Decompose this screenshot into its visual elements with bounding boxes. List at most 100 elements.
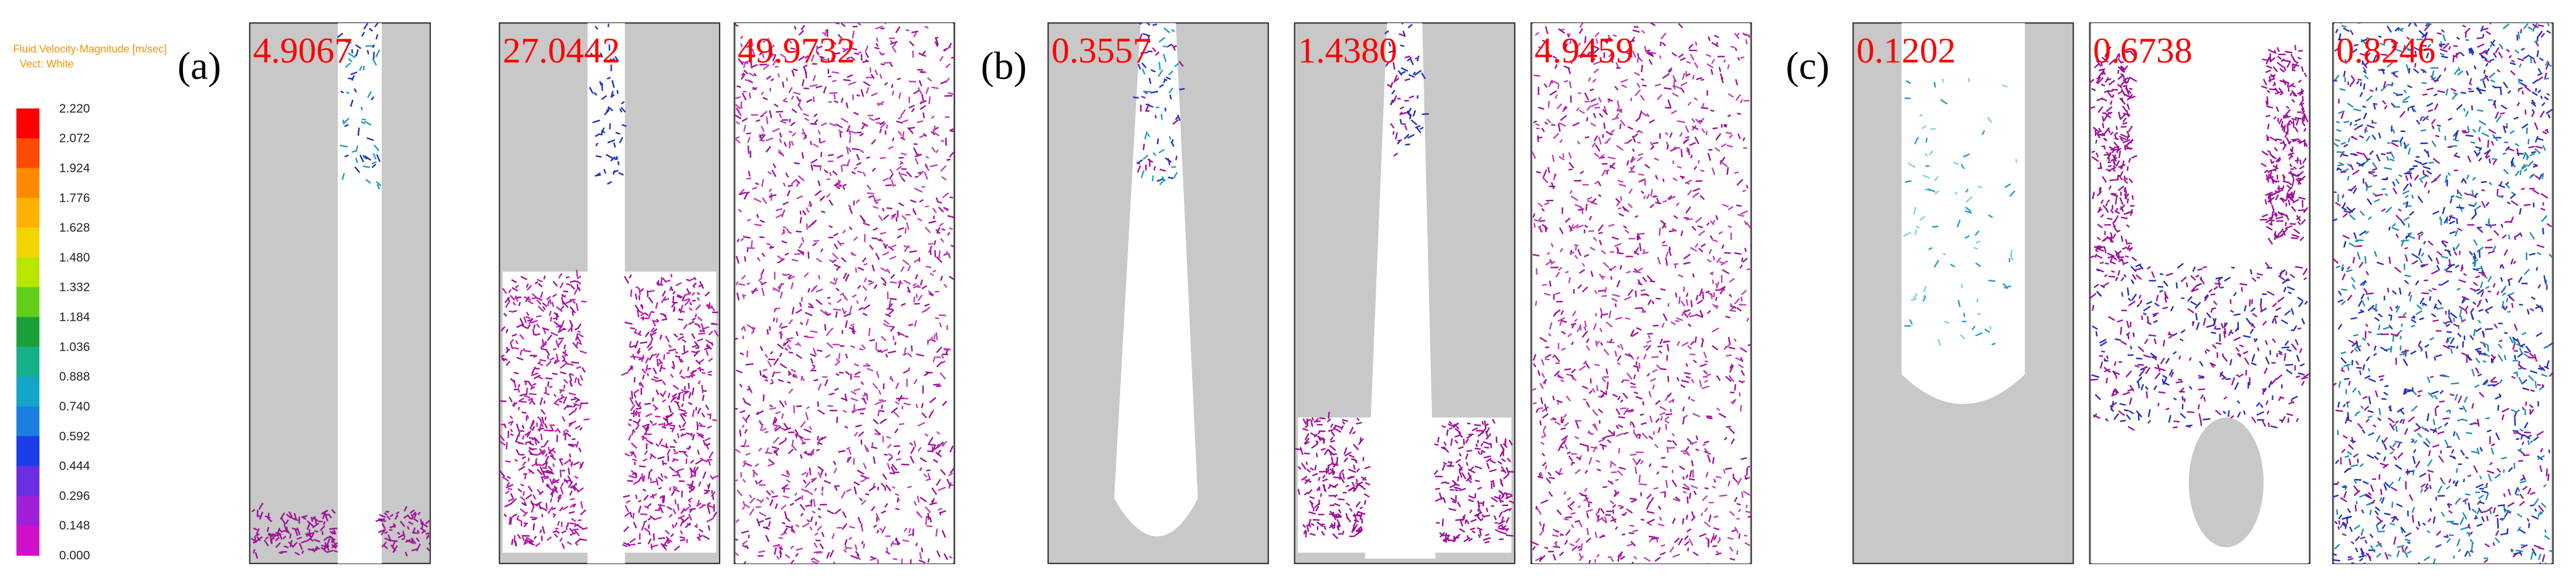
vector bbox=[1641, 29, 1645, 34]
vector bbox=[921, 308, 928, 314]
vector bbox=[555, 339, 560, 348]
vector bbox=[1680, 300, 1686, 307]
vector bbox=[635, 494, 638, 500]
vector bbox=[1152, 152, 1157, 157]
vector bbox=[1404, 125, 1408, 131]
vector bbox=[1631, 561, 1634, 563]
vector bbox=[863, 463, 867, 470]
vector bbox=[813, 113, 818, 117]
vector bbox=[838, 129, 843, 134]
vector bbox=[831, 252, 839, 260]
vector bbox=[888, 37, 895, 39]
vector bbox=[883, 214, 890, 220]
vector bbox=[555, 354, 559, 361]
vector bbox=[2124, 193, 2130, 199]
vector bbox=[636, 418, 641, 425]
vector bbox=[1622, 392, 1628, 399]
vector bbox=[742, 478, 746, 483]
vector bbox=[1660, 491, 1665, 494]
vector bbox=[1410, 59, 1414, 66]
vector bbox=[1583, 326, 1587, 331]
vector bbox=[2108, 185, 2112, 190]
vector bbox=[552, 281, 558, 287]
vector bbox=[572, 503, 576, 508]
vector bbox=[1655, 83, 1661, 87]
vector bbox=[884, 23, 887, 25]
vector bbox=[1553, 294, 1555, 300]
vector bbox=[701, 323, 705, 331]
vector bbox=[841, 47, 847, 51]
vector bbox=[452, 523, 456, 526]
vector bbox=[1477, 504, 1481, 512]
vector bbox=[1712, 220, 1716, 224]
vector bbox=[1669, 132, 1673, 138]
vector bbox=[1409, 114, 1412, 120]
vector bbox=[1702, 443, 1706, 446]
vector bbox=[1691, 515, 1696, 521]
field bbox=[1114, 23, 1198, 537]
vector bbox=[796, 179, 801, 184]
vector bbox=[2119, 171, 2124, 178]
vector bbox=[821, 210, 826, 213]
vector bbox=[1598, 289, 1606, 293]
vector bbox=[839, 131, 841, 138]
vector bbox=[1740, 369, 1745, 376]
vector bbox=[531, 372, 539, 376]
vector bbox=[882, 177, 889, 182]
vector bbox=[833, 92, 836, 100]
vector bbox=[882, 473, 888, 480]
vector bbox=[791, 439, 794, 447]
vector bbox=[1469, 466, 1475, 471]
vector bbox=[739, 429, 742, 437]
vector bbox=[657, 280, 660, 286]
vector bbox=[694, 313, 697, 318]
vector bbox=[2107, 252, 2115, 257]
vector bbox=[544, 477, 549, 480]
vector bbox=[539, 420, 544, 427]
vector bbox=[1558, 266, 1563, 271]
vector bbox=[2104, 52, 2107, 57]
vector bbox=[601, 83, 603, 91]
vector bbox=[664, 335, 670, 342]
vector bbox=[773, 426, 778, 430]
vector bbox=[1649, 415, 1653, 423]
vector bbox=[788, 142, 792, 146]
vector bbox=[1539, 555, 1546, 562]
vector bbox=[1540, 442, 1545, 446]
vector bbox=[541, 526, 545, 534]
vector bbox=[817, 525, 823, 531]
vector bbox=[1328, 513, 1336, 517]
vector bbox=[898, 92, 901, 99]
vector bbox=[633, 393, 637, 398]
vector bbox=[1625, 270, 1631, 274]
vector bbox=[1617, 179, 1624, 183]
vector bbox=[1698, 247, 1703, 253]
vector bbox=[579, 402, 582, 410]
vector bbox=[673, 508, 677, 515]
vector bbox=[929, 164, 938, 168]
vector bbox=[447, 537, 450, 538]
vector bbox=[821, 436, 827, 440]
vector bbox=[1685, 474, 1689, 479]
vector bbox=[1538, 107, 1545, 110]
vector bbox=[568, 392, 576, 396]
vector bbox=[742, 501, 746, 507]
vector bbox=[853, 486, 857, 495]
vector bbox=[888, 325, 894, 328]
vector bbox=[1576, 107, 1580, 111]
vector bbox=[840, 491, 846, 499]
vector bbox=[841, 164, 849, 167]
vector bbox=[698, 504, 706, 510]
vector bbox=[1498, 511, 1503, 518]
vector bbox=[861, 408, 866, 411]
vector bbox=[861, 344, 866, 349]
vector bbox=[1323, 484, 1326, 491]
vector bbox=[659, 495, 664, 499]
vector bbox=[1659, 338, 1664, 345]
vector bbox=[843, 549, 847, 553]
vector bbox=[1533, 219, 1538, 222]
vector bbox=[1620, 555, 1625, 560]
vector bbox=[2273, 147, 2278, 152]
vector bbox=[1680, 230, 1684, 236]
vector bbox=[1323, 448, 1329, 456]
